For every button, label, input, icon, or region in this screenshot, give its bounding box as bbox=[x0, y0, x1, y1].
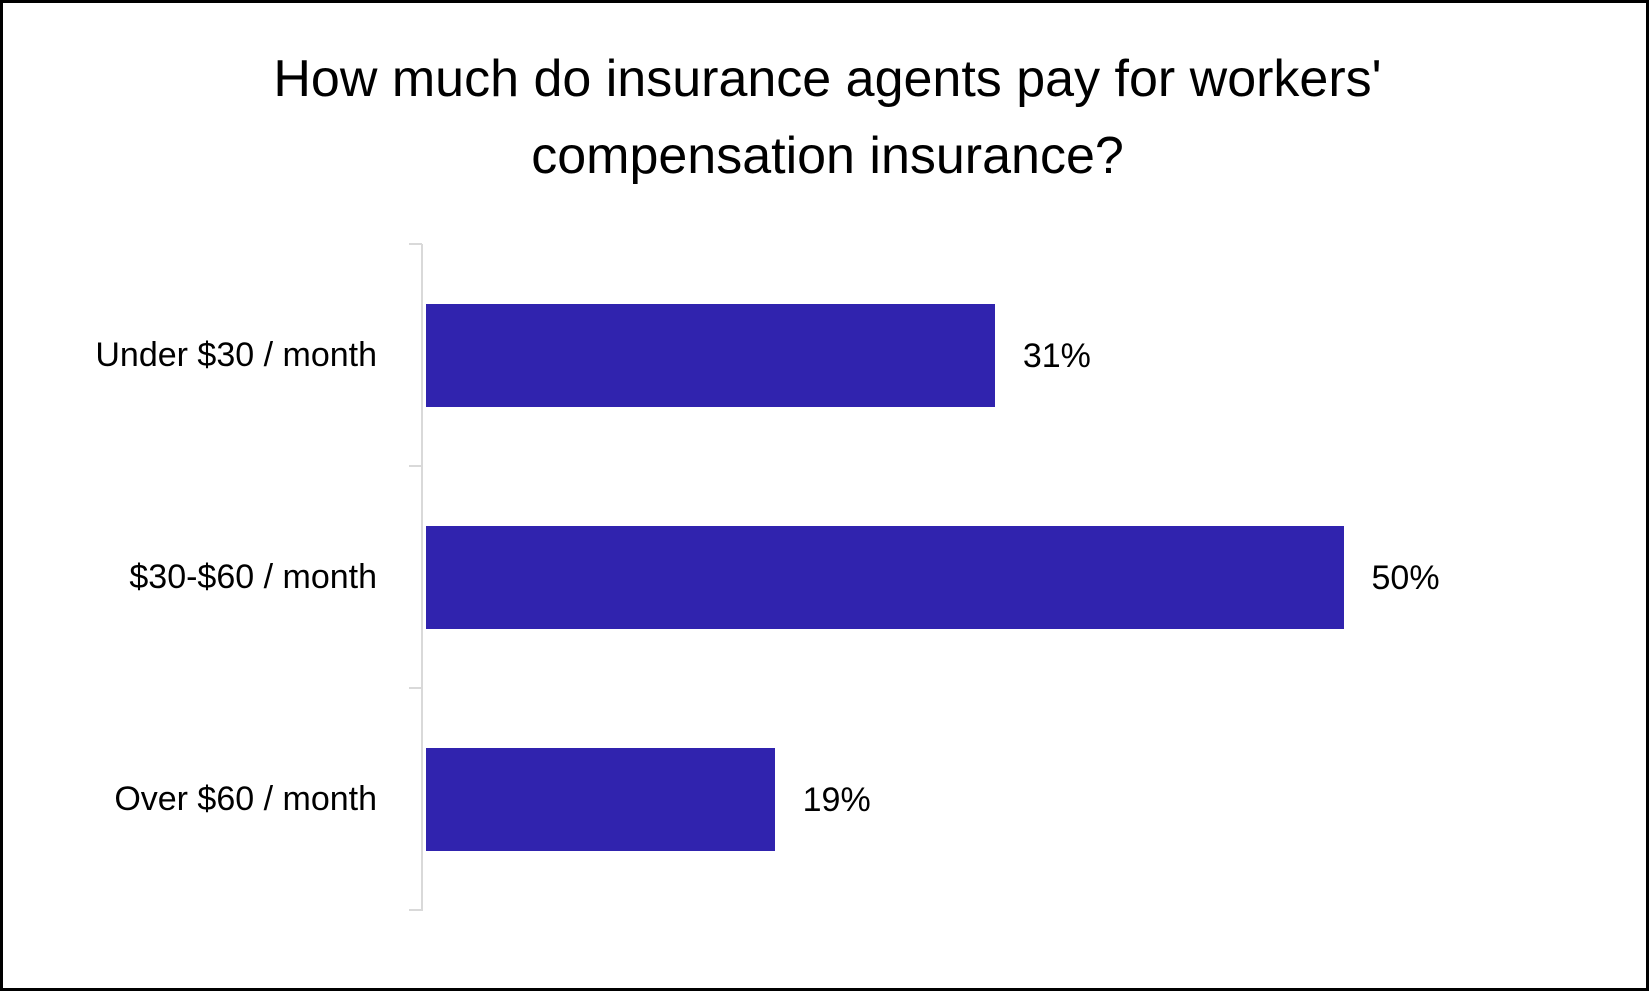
axis-tick bbox=[409, 243, 422, 245]
category-label: Over $60 / month bbox=[114, 780, 377, 818]
value-label: 31% bbox=[1022, 337, 1091, 375]
axis-tick bbox=[409, 687, 422, 689]
category-label: $30-$60 / month bbox=[129, 558, 377, 596]
chart-title-line-2: compensation insurance? bbox=[531, 127, 1124, 185]
axis-tick bbox=[409, 465, 422, 467]
chart-title: How much do insurance agents pay for wor… bbox=[3, 41, 1649, 195]
bar-under-30 bbox=[426, 304, 995, 407]
value-label: 19% bbox=[802, 781, 871, 819]
bar-over-60 bbox=[426, 748, 775, 851]
chart-title-line-1: How much do insurance agents pay for wor… bbox=[273, 50, 1382, 108]
bar-30-60 bbox=[426, 526, 1344, 629]
axis-tick bbox=[409, 909, 422, 911]
category-axis-line bbox=[421, 244, 423, 911]
category-label: Under $30 / month bbox=[95, 336, 377, 374]
value-label: 50% bbox=[1371, 559, 1440, 597]
